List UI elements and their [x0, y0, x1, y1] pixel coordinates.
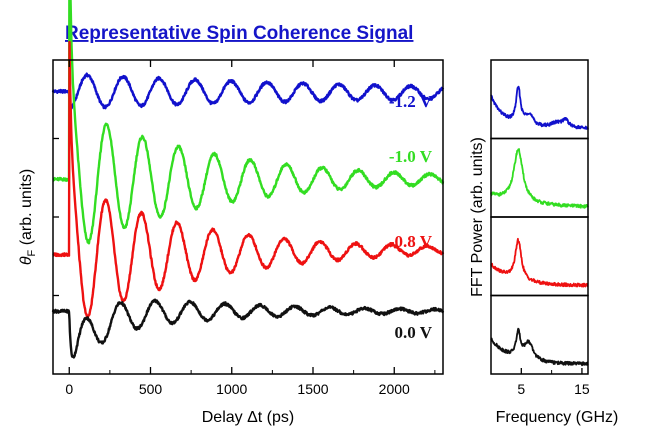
fft-x-axis-label: Frequency (GHz) [496, 409, 619, 426]
main-ticks-group: 0 500 1000 1500 2000 [53, 60, 436, 397]
fft-x-tick-label-0: 5 [517, 381, 525, 397]
x-tick-label-1: 500 [139, 381, 163, 397]
series-line-1 [52, 0, 445, 245]
series-label-2: -0.8 V [389, 232, 433, 251]
series-label-1: -1.0 V [389, 147, 433, 166]
main-labels-group: -1.2 V -1.0 V -0.8 V 0.0 V [389, 92, 433, 342]
x-tick-label-4: 2000 [379, 381, 410, 397]
y-label-subscript: F [26, 249, 38, 256]
fft-line-3 [490, 327, 589, 367]
x-tick-label-3: 1500 [297, 381, 328, 397]
fft-line-0 [490, 85, 589, 130]
fft-panel-frame-3 [490, 294, 589, 375]
series-label-0: -1.2 V [389, 92, 433, 111]
main-plot: 0 500 1000 1500 2000 -1.2 V -1.0 V -0.8 V 0.0 V… [18, 0, 445, 426]
series-label-3: 0.0 V [395, 323, 433, 342]
fft-ticks-group: 5 15 [517, 368, 590, 397]
main-y-axis-label: θF (arb. units) [18, 169, 38, 265]
main-series-group [51, 0, 445, 359]
series-line-0 [51, 72, 445, 111]
series-line-3 [51, 298, 445, 359]
fft-plot: 5 15 Frequency (GHz) FFT Power (arb. unit… [469, 59, 619, 426]
x-tick-label-0: 0 [65, 381, 73, 397]
fft-panels-group [490, 59, 589, 375]
x-tick-label-2: 1000 [216, 381, 247, 397]
y-label-symbol: θ [18, 256, 35, 265]
y-label-rest: (arb. units) [18, 169, 35, 250]
fft-line-2 [490, 237, 589, 288]
fft-x-tick-label-1: 15 [574, 381, 590, 397]
fft-line-1 [490, 148, 589, 209]
series-line-2 [52, 40, 445, 320]
fft-y-axis-label: FFT Power (arb. units) [469, 137, 486, 297]
main-x-axis-label: Delay Δt (ps) [202, 409, 294, 426]
chart-title: Representative Spin Coherence Signal [65, 23, 413, 44]
